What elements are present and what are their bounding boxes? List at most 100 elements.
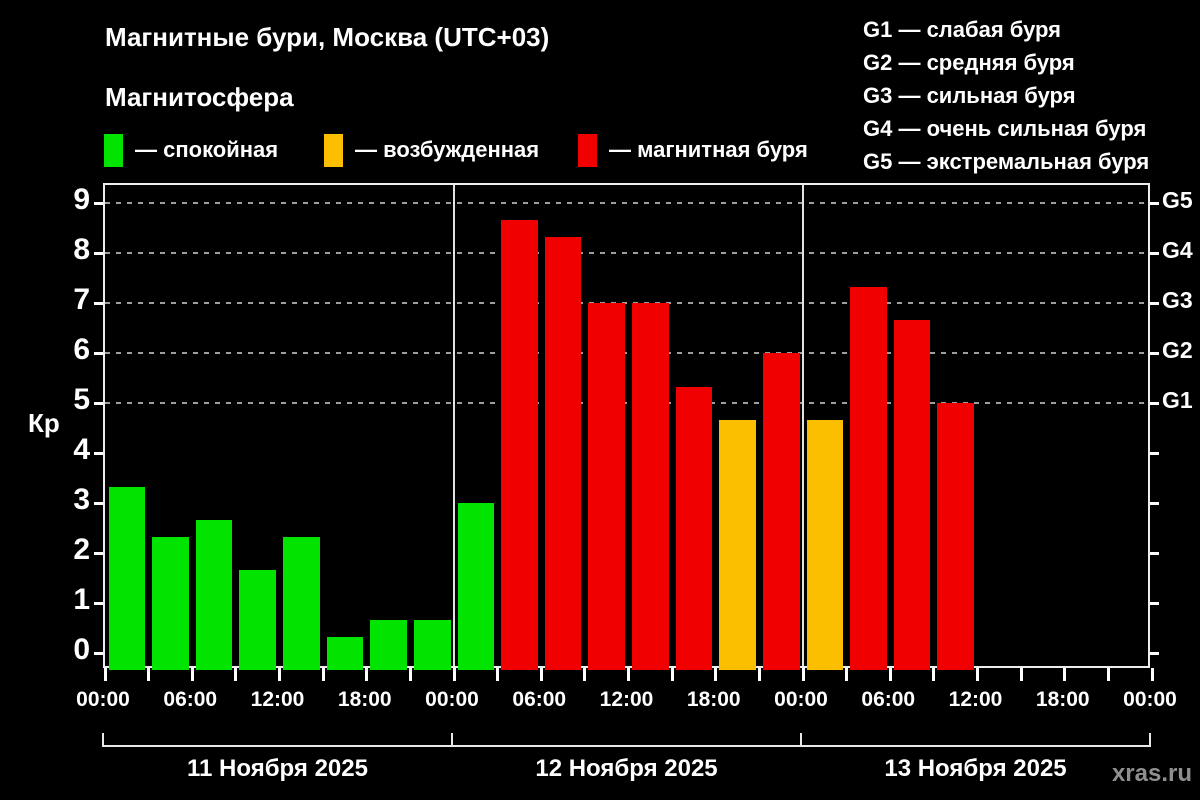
- day-divider: [802, 185, 804, 666]
- x-axis-tick: [1063, 668, 1067, 681]
- kp-bar: [675, 386, 713, 670]
- y-axis-tick-right: [1150, 352, 1159, 355]
- x-axis-tick: [1106, 668, 1110, 681]
- g-level-label: G5: [1162, 187, 1193, 213]
- y-axis-tick-right: [1150, 402, 1159, 405]
- x-axis-tick: [103, 668, 107, 681]
- kp-bar: [283, 536, 320, 670]
- y-axis-label: 0: [73, 633, 90, 666]
- x-axis-tick: [190, 668, 194, 681]
- gridline-kp8: [105, 252, 1148, 254]
- storm-scale-g3: G3 — сильная буря: [863, 83, 1076, 108]
- legend-item-quiet: — спокойная: [104, 133, 278, 167]
- gridline-kp9: [105, 202, 1148, 204]
- x-axis-hour-label: 12:00: [948, 688, 1003, 711]
- g-level-label: G4: [1162, 237, 1193, 263]
- y-axis-tick: [94, 602, 103, 605]
- x-axis-tick: [757, 668, 761, 681]
- x-axis-tick: [408, 668, 412, 681]
- storm-scale-legend: G1 — слабая буря G2 — средняя буря G3 — …: [863, 13, 1149, 178]
- legend-item-storm: — магнитная буря: [578, 133, 808, 167]
- x-axis-hour-label: 00:00: [425, 688, 479, 711]
- x-axis-tick: [539, 668, 543, 681]
- x-axis-hour-label: 00:00: [1123, 688, 1177, 711]
- kp-bar: [413, 619, 451, 670]
- x-axis-hour-label: 12:00: [599, 688, 654, 711]
- y-axis-tick: [94, 402, 103, 405]
- g-level-label: G2: [1162, 337, 1193, 363]
- x-axis-hour-label: 06:00: [163, 688, 218, 711]
- y-axis-tick-right: [1150, 452, 1159, 455]
- y-axis-tick-right: [1150, 252, 1159, 255]
- x-axis-tick: [452, 668, 456, 681]
- kp-bar: [239, 569, 276, 670]
- gridline-kp7: [105, 302, 1148, 304]
- x-axis-tick: [932, 668, 936, 681]
- kp-bar: [108, 486, 146, 670]
- date-bracket-cap: [1149, 733, 1151, 747]
- x-axis-tick: [365, 668, 369, 681]
- kp-bar: [544, 236, 582, 670]
- kp-bar: [850, 286, 887, 670]
- storm-scale-g1: G1 — слабая буря: [863, 17, 1062, 42]
- y-axis-label: 3: [73, 483, 90, 516]
- y-axis-tick: [94, 552, 103, 555]
- kp-bar: [326, 636, 364, 670]
- y-axis-label: 6: [73, 333, 90, 366]
- kp-bar: [893, 319, 931, 670]
- kp-bar: [762, 353, 800, 670]
- gridline-kp6: [105, 352, 1148, 354]
- excited-color-swatch: [324, 133, 343, 167]
- kp-bar: [719, 419, 756, 670]
- kp-bar: [588, 303, 625, 670]
- date-label: 12 Ноября 2025: [535, 755, 718, 782]
- y-axis-tick: [94, 252, 103, 255]
- y-axis-tick-right: [1150, 502, 1159, 505]
- date-bracket-cap: [800, 733, 802, 747]
- y-axis-tick: [94, 352, 103, 355]
- x-axis-hour-label: 18:00: [1035, 688, 1090, 711]
- x-axis-tick: [234, 668, 238, 681]
- x-axis-tick: [976, 668, 979, 681]
- x-axis-tick: [1150, 668, 1154, 681]
- legend-quiet-label: — спокойная: [135, 137, 279, 162]
- x-axis-hour-label: 06:00: [861, 688, 916, 711]
- y-axis-tick-right: [1150, 202, 1159, 205]
- y-axis-title-kp: Кр: [28, 408, 60, 438]
- quiet-color-swatch: [104, 133, 123, 167]
- x-axis-tick: [670, 668, 674, 681]
- legend-item-excited: — возбужденная: [324, 133, 539, 167]
- x-axis-tick: [627, 668, 630, 681]
- y-axis-tick: [94, 502, 103, 505]
- y-axis-tick: [94, 652, 103, 655]
- storm-scale-g2: G2 — средняя буря: [863, 50, 1075, 75]
- x-axis-tick: [888, 668, 892, 681]
- legend-storm-label: — магнитная буря: [609, 137, 808, 162]
- date-bracket-cap: [102, 733, 104, 747]
- plot-area: [94, 183, 1159, 681]
- y-axis-label: 1: [73, 583, 90, 616]
- y-axis-label: 2: [73, 533, 90, 566]
- x-axis-hour-label: 18:00: [686, 688, 741, 711]
- storm-scale-g5: G5 — экстремальная буря: [863, 149, 1150, 174]
- y-axis-label: 8: [73, 233, 90, 266]
- x-axis-hour-label: 00:00: [774, 688, 828, 711]
- x-axis-hour-label: 06:00: [512, 688, 567, 711]
- x-axis-hour-label: 12:00: [250, 688, 305, 711]
- x-axis-hour-label: 18:00: [337, 688, 392, 711]
- date-label: 11 Ноября 2025: [187, 755, 368, 782]
- y-axis-tick: [94, 202, 103, 205]
- x-axis-tick: [278, 668, 281, 681]
- subtitle-magnetosphere: Магнитосфера: [105, 82, 294, 112]
- x-axis-tick: [1019, 668, 1023, 681]
- kp-bar: [632, 303, 669, 670]
- kp-bar: [806, 419, 844, 670]
- kp-bar: [937, 403, 974, 670]
- y-axis-label: 5: [73, 383, 90, 416]
- storm-color-swatch: [578, 133, 597, 167]
- date-bracket-line: [103, 745, 1150, 747]
- y-axis-label: 7: [73, 283, 90, 316]
- y-axis-tick-right: [1150, 552, 1159, 555]
- gridline-kp5: [105, 402, 1148, 404]
